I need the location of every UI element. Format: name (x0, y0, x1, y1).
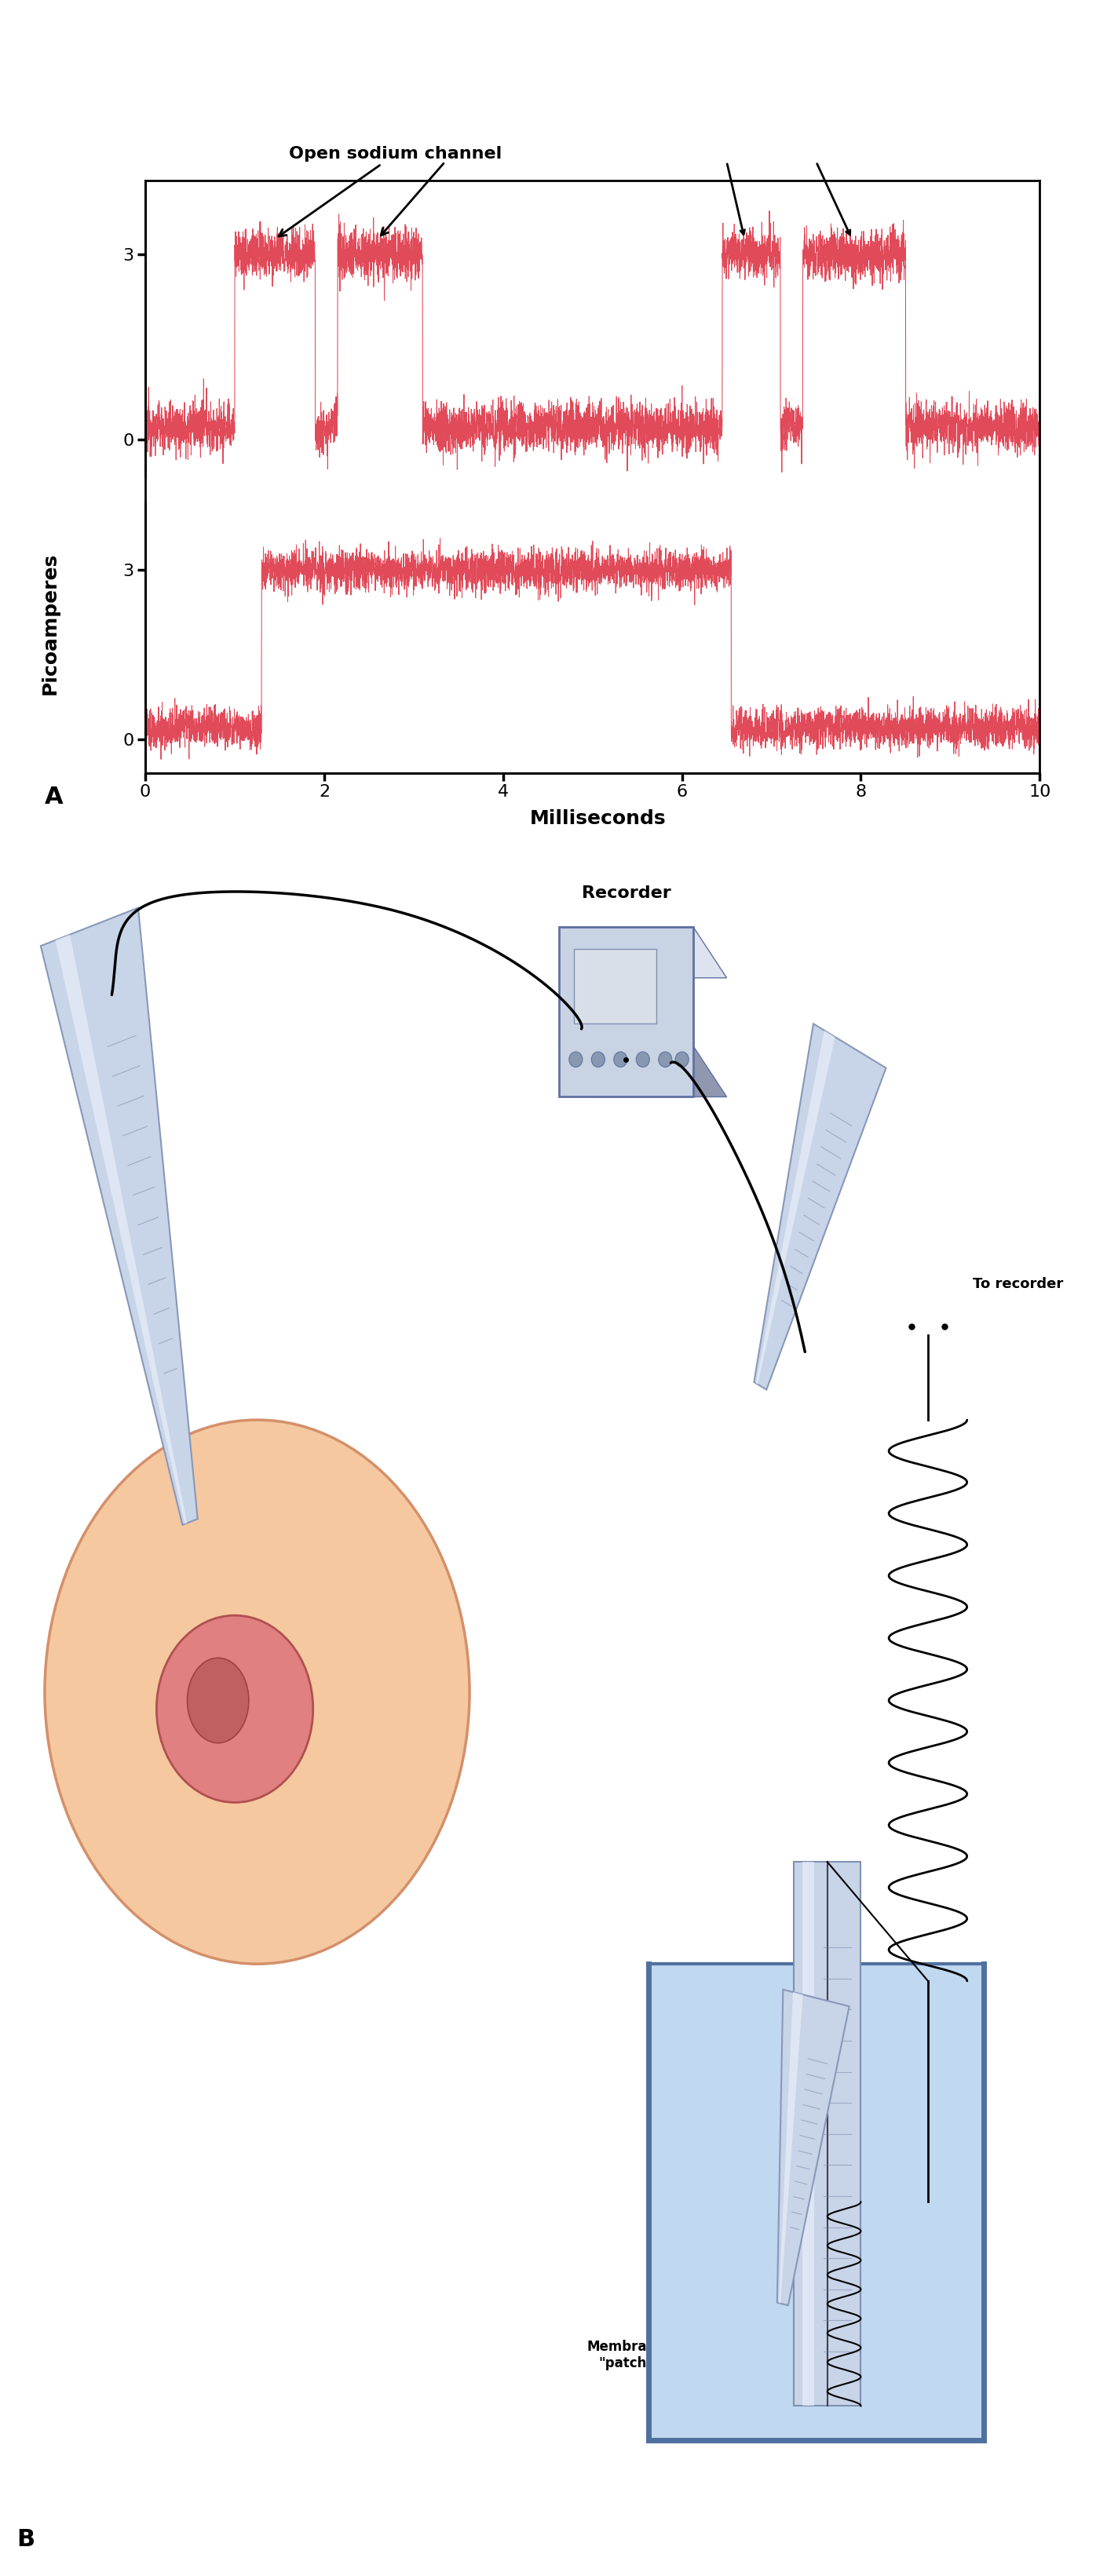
Text: B: B (17, 2527, 35, 2550)
Polygon shape (777, 1989, 850, 2306)
Polygon shape (754, 1023, 885, 1388)
Ellipse shape (188, 1659, 248, 1744)
Polygon shape (559, 1046, 727, 1097)
Ellipse shape (636, 1051, 650, 1066)
Ellipse shape (659, 1051, 672, 1066)
Polygon shape (40, 907, 198, 1525)
Ellipse shape (614, 1051, 627, 1066)
Ellipse shape (569, 1051, 582, 1066)
Ellipse shape (157, 1615, 313, 1803)
Ellipse shape (675, 1051, 689, 1066)
Text: Picoamperes: Picoamperes (41, 551, 59, 696)
Text: Milliseconds: Milliseconds (530, 809, 666, 827)
Polygon shape (55, 935, 187, 1525)
Text: Membrane
"patch": Membrane "patch" (587, 2272, 774, 2370)
FancyBboxPatch shape (648, 1963, 984, 2439)
Ellipse shape (45, 1419, 470, 1963)
Polygon shape (559, 927, 727, 979)
Polygon shape (756, 1030, 835, 1383)
Polygon shape (803, 1862, 814, 2406)
Text: A: A (45, 786, 64, 809)
FancyBboxPatch shape (574, 948, 656, 1023)
Text: Open sodium channel: Open sodium channel (278, 147, 502, 237)
Text: Recorder: Recorder (581, 886, 671, 902)
Polygon shape (794, 1862, 861, 2406)
Polygon shape (779, 1991, 803, 2303)
FancyBboxPatch shape (559, 927, 693, 1097)
Text: To recorder: To recorder (973, 1278, 1063, 1291)
Ellipse shape (591, 1051, 605, 1066)
